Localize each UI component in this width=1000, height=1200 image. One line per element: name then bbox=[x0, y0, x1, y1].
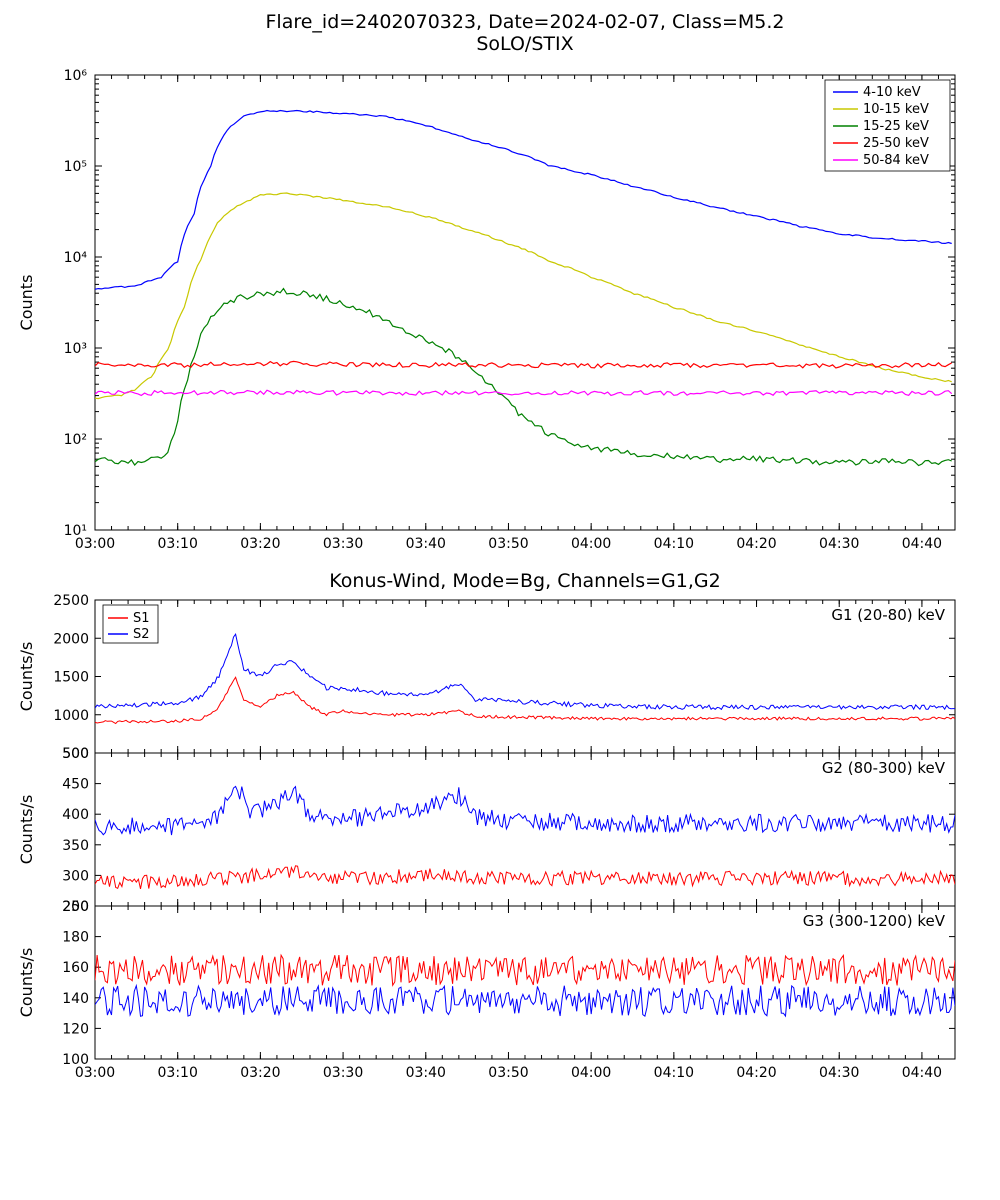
series-line bbox=[95, 786, 955, 835]
series-line bbox=[95, 955, 955, 985]
ytick-label: 160 bbox=[62, 960, 89, 976]
ytick-label: 1500 bbox=[53, 670, 89, 686]
ylabel-panel1: Counts bbox=[17, 275, 36, 331]
ylabel-bottom: Counts/s bbox=[17, 642, 36, 712]
ytick-label: 350 bbox=[62, 838, 89, 854]
ytick-label: 1000 bbox=[53, 708, 89, 724]
xtick-label: 03:00 bbox=[75, 1065, 115, 1081]
ylabel-bottom: Counts/s bbox=[17, 948, 36, 1018]
xtick-label: 04:30 bbox=[819, 536, 859, 552]
ytick-label: 500 bbox=[62, 746, 89, 762]
xtick-label: 04:20 bbox=[736, 1065, 776, 1081]
series-line bbox=[95, 866, 955, 889]
series-line bbox=[95, 986, 955, 1017]
series-line bbox=[95, 111, 952, 290]
ytick-label: 450 bbox=[62, 777, 89, 793]
legend-label: S1 bbox=[133, 611, 150, 626]
xtick-label: 04:30 bbox=[819, 1065, 859, 1081]
panel-label: G2 (80-300) keV bbox=[822, 759, 946, 777]
legend-label: S2 bbox=[133, 627, 150, 642]
panel1-title: SoLO/STIX bbox=[476, 33, 573, 55]
xtick-label: 03:40 bbox=[406, 1065, 446, 1081]
xtick-label: 03:50 bbox=[488, 536, 528, 552]
xtick-label: 04:40 bbox=[902, 1065, 942, 1081]
ytick-label: 400 bbox=[62, 807, 89, 823]
panel2-title: Konus-Wind, Mode=Bg, Channels=G1,G2 bbox=[329, 570, 720, 592]
ytick-label: 300 bbox=[62, 868, 89, 884]
xtick-label: 04:20 bbox=[736, 536, 776, 552]
xtick-label: 03:00 bbox=[75, 536, 115, 552]
xtick-label: 04:10 bbox=[654, 536, 694, 552]
xtick-label: 04:10 bbox=[654, 1065, 694, 1081]
xtick-label: 03:30 bbox=[323, 1065, 363, 1081]
series-line bbox=[95, 193, 952, 399]
legend-label: 15-25 keV bbox=[863, 119, 929, 134]
series-line bbox=[95, 677, 955, 723]
ytick-label: 2000 bbox=[53, 631, 89, 647]
xtick-label: 04:40 bbox=[902, 536, 942, 552]
xtick-label: 03:10 bbox=[158, 536, 198, 552]
ytick-label: 180 bbox=[62, 930, 89, 946]
ylabel-bottom: Counts/s bbox=[17, 795, 36, 865]
xtick-label: 03:50 bbox=[488, 1065, 528, 1081]
xtick-label: 03:30 bbox=[323, 536, 363, 552]
xtick-label: 04:00 bbox=[571, 536, 611, 552]
xtick-label: 03:10 bbox=[158, 1065, 198, 1081]
panel-label: G1 (20-80) keV bbox=[831, 606, 945, 624]
ytick-label: 140 bbox=[62, 991, 89, 1007]
figure: Flare_id=2402070323, Date=2024-02-07, Cl… bbox=[0, 0, 1000, 1200]
xtick-label: 03:20 bbox=[240, 536, 280, 552]
legend-label: 4-10 keV bbox=[863, 85, 921, 100]
legend-box bbox=[103, 605, 158, 643]
panel-label: G3 (300-1200) keV bbox=[803, 912, 946, 930]
ytick-label: 10³ bbox=[64, 341, 87, 357]
series-line bbox=[95, 390, 952, 395]
series-line bbox=[95, 361, 952, 368]
legend-label: 10-15 keV bbox=[863, 102, 929, 117]
xtick-label: 03:40 bbox=[406, 536, 446, 552]
ytick-label: 120 bbox=[62, 1021, 89, 1037]
xtick-label: 04:00 bbox=[571, 1065, 611, 1081]
series-line bbox=[95, 289, 952, 466]
ytick-label: 200 bbox=[62, 899, 89, 915]
ytick-label: 10⁶ bbox=[64, 68, 88, 84]
xtick-label: 03:20 bbox=[240, 1065, 280, 1081]
ytick-label: 10⁴ bbox=[64, 250, 88, 266]
legend-label: 25-50 keV bbox=[863, 136, 929, 151]
legend-label: 50-84 keV bbox=[863, 153, 929, 168]
main-title: Flare_id=2402070323, Date=2024-02-07, Cl… bbox=[265, 11, 784, 33]
ytick-label: 10⁵ bbox=[64, 159, 87, 175]
ytick-label: 2500 bbox=[53, 593, 89, 609]
ytick-label: 10² bbox=[64, 432, 87, 448]
